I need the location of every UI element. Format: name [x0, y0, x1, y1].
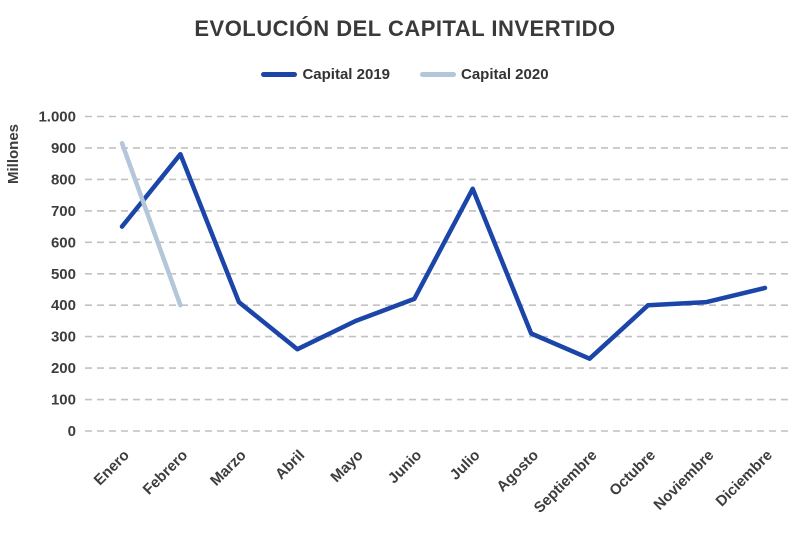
x-tick-label-diciembre: Diciembre	[713, 447, 776, 510]
legend-swatch-capital-2019	[261, 72, 298, 77]
y-tick-label-10: 0	[68, 423, 76, 440]
x-tick-label-septiembre: Septiembre	[531, 447, 601, 517]
y-tick-label-7: 300	[51, 329, 76, 346]
y-tick-label-5: 500	[51, 266, 76, 283]
y-axis-title: Millones	[5, 124, 22, 184]
x-tick-label-julio: Julio	[447, 447, 484, 484]
x-tick-label-enero: Enero	[91, 447, 133, 489]
x-tick-label-marzo: Marzo	[207, 447, 250, 490]
x-tick-label-abril: Abril	[272, 447, 308, 483]
legend-label-capital-2020: Capital 2020	[461, 66, 549, 83]
legend-label-capital-2019: Capital 2019	[302, 66, 390, 83]
chart-title: EVOLUCIÓN DEL CAPITAL INVERTIDO	[194, 16, 616, 41]
series-line-capital-2019	[119, 151, 768, 361]
series-line-capital-2020	[119, 140, 183, 308]
y-tick-label-9: 100	[51, 392, 76, 409]
x-tick-label-agosto: Agosto	[493, 447, 542, 496]
y-tick-label-6: 400	[51, 297, 76, 314]
y-tick-label-3: 700	[51, 203, 76, 220]
y-tick-label-2: 800	[51, 171, 76, 188]
y-tick-label-1: 900	[51, 140, 76, 157]
legend: Capital 2019 Capital 2020	[0, 66, 810, 83]
x-tick-label-junio: Junio	[385, 447, 425, 487]
y-tick-label-4: 600	[51, 234, 76, 251]
x-tick-label-mayo: Mayo	[327, 447, 366, 486]
legend-swatch-capital-2020	[420, 72, 456, 77]
y-tick-label-0: 1.000	[38, 109, 76, 126]
legend-item-capital-2020: Capital 2020	[420, 66, 549, 83]
x-tick-label-octubre: Octubre	[606, 447, 659, 500]
y-tick-label-8: 200	[51, 360, 76, 377]
x-tick-label-noviembre: Noviembre	[650, 447, 717, 514]
legend-item-capital-2019: Capital 2019	[261, 66, 390, 83]
x-tick-label-febrero: Febrero	[140, 447, 192, 499]
